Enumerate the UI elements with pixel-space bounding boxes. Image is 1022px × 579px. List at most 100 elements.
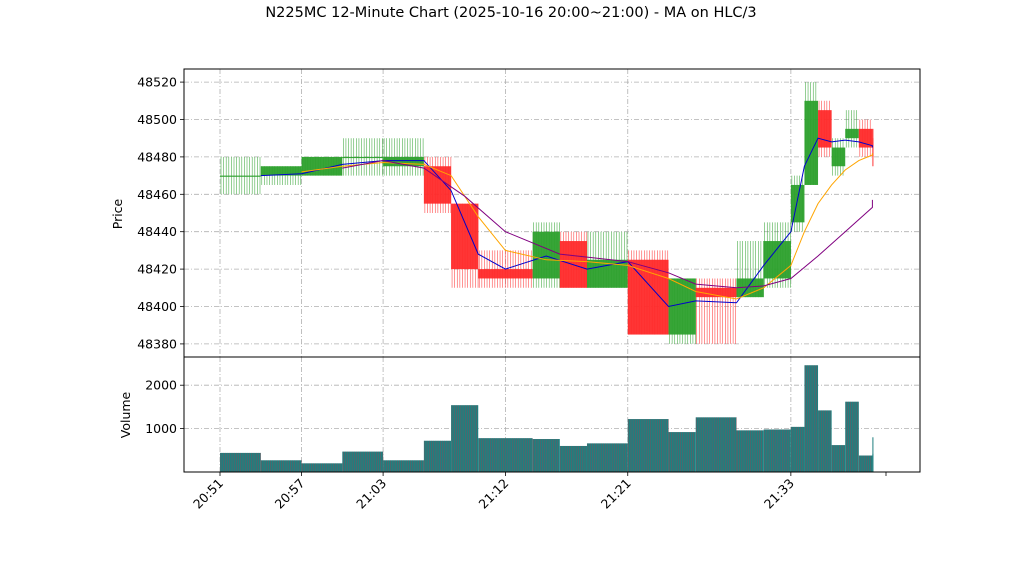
price-tick-label: 48460	[137, 187, 177, 202]
price-tick-label: 48480	[137, 149, 177, 164]
moving-average-line	[342, 160, 873, 289]
volume-tick-label: 1000	[145, 421, 177, 436]
moving-average-line	[260, 137, 873, 308]
candle	[342, 138, 384, 176]
x-tick-label: 21:12	[475, 476, 511, 512]
candle-body	[845, 128, 859, 139]
price-tick-label: 48500	[137, 112, 177, 127]
volume-bar	[763, 429, 791, 472]
candle	[736, 241, 764, 298]
volume-bar-fill	[872, 437, 874, 472]
x-tick-label: 20:51	[190, 476, 226, 512]
x-tick-label: 21:03	[353, 476, 389, 512]
candle	[532, 222, 560, 288]
candle	[668, 278, 696, 344]
volume-bar-fill	[831, 445, 846, 472]
volume-bar	[260, 460, 302, 472]
volume-bar-fill	[736, 430, 764, 472]
candle-body	[478, 269, 533, 279]
volume-bar-fill	[668, 432, 696, 472]
candle-body	[872, 128, 874, 167]
volume-bar-fill	[383, 460, 424, 472]
volume-bar	[790, 426, 805, 472]
candle-body	[790, 184, 805, 223]
candle	[559, 231, 588, 288]
candle	[872, 128, 874, 167]
volume-bar	[627, 419, 669, 472]
candle-body	[532, 231, 560, 279]
volume-bar	[831, 445, 846, 472]
volume-bar-fill	[763, 429, 791, 472]
volume-bar	[818, 410, 832, 472]
candle-body	[831, 147, 846, 167]
volume-bar	[559, 445, 587, 472]
volume-bar	[342, 451, 384, 472]
candle	[260, 166, 302, 185]
price-tick-label: 48380	[137, 336, 177, 351]
volume-bar-fill	[858, 455, 873, 472]
volume-bar-fill	[804, 365, 819, 472]
moving-average-line	[301, 153, 873, 300]
volume-bar-fill	[818, 410, 832, 472]
volume-bar-fill	[220, 452, 261, 472]
candle	[831, 138, 846, 176]
x-tick-label: 21:33	[761, 476, 797, 512]
volume-bar	[695, 417, 737, 472]
volume-bar	[301, 463, 343, 472]
volume-bar	[872, 437, 874, 472]
volume-bar-fill	[845, 401, 859, 472]
price-tick-label: 48440	[137, 224, 177, 239]
volume-tick-label: 2000	[145, 378, 177, 393]
volume-bar	[804, 365, 819, 472]
candle-body	[668, 278, 696, 335]
volume-bar	[668, 432, 696, 472]
volume-bar	[423, 440, 452, 472]
chart-title: N225MC 12-Minute Chart (2025-10-16 20:00…	[265, 5, 756, 21]
volume-bar	[858, 455, 873, 472]
candle-body	[804, 100, 819, 185]
volume-bar-fill	[260, 460, 302, 472]
x-tick-label: 21:21	[598, 476, 634, 512]
volume-bar-fill	[627, 419, 669, 472]
candle	[804, 82, 819, 185]
candle-body	[695, 287, 737, 298]
candle-body	[220, 175, 261, 177]
volume-bar-fill	[342, 451, 384, 472]
price-tick-label: 48520	[137, 75, 177, 90]
volume-axes-frame	[183, 356, 921, 473]
volume-bar	[736, 430, 764, 472]
volume-bar-fill	[301, 463, 343, 472]
volume-axis-label: Volume	[118, 391, 133, 438]
candle-body	[423, 166, 452, 204]
price-axis-label: Price	[110, 198, 125, 229]
volume-bar	[383, 460, 424, 472]
x-tick-label: 20:57	[272, 476, 308, 512]
volume-bar	[478, 438, 533, 472]
volume-bar	[586, 443, 628, 472]
volume-bar-fill	[423, 440, 452, 472]
candle	[220, 156, 261, 195]
volume-bar-fill	[532, 439, 560, 472]
volume-bar-fill	[559, 445, 587, 472]
candle	[451, 203, 479, 288]
volume-bar-fill	[586, 443, 628, 472]
candle	[695, 278, 737, 344]
candle-body	[451, 203, 479, 270]
candle	[763, 222, 791, 288]
volume-bar-fill	[451, 405, 479, 472]
price-tick-label: 48400	[137, 299, 177, 314]
candle	[858, 119, 873, 157]
candle	[383, 138, 424, 176]
volume-bar	[220, 452, 261, 472]
candle	[818, 100, 832, 157]
candle-body	[736, 278, 764, 298]
candle	[586, 231, 628, 288]
volume-bar	[532, 439, 560, 472]
volume-bar-fill	[695, 417, 737, 472]
candle-body	[260, 166, 302, 176]
volume-bar-fill	[790, 426, 805, 472]
candle-body	[383, 156, 424, 167]
price-tick-label: 48420	[137, 262, 177, 277]
